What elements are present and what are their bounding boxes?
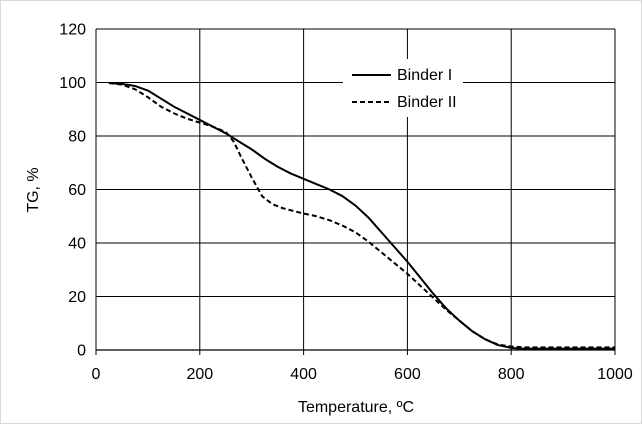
y-tick-label: 120 [59,22,86,39]
y-tick-label: 80 [68,129,86,146]
x-tick-label: 0 [92,366,101,383]
x-tick-label: 1000 [597,366,633,383]
y-axis-label: TG, % [25,167,42,212]
legend-label-binder-ii: Binder II [397,94,457,111]
x-tick-label: 800 [498,366,525,383]
y-tick-label: 20 [68,289,86,306]
series-lines [108,82,615,350]
legend-box [343,59,463,117]
series-line-binder-ii [108,82,615,349]
x-tick-label: 200 [186,366,213,383]
x-tick-label: 400 [290,366,317,383]
y-tick-label: 100 [59,75,86,92]
y-tick-label: 60 [68,182,86,199]
x-tick-label: 600 [394,366,421,383]
legend: Binder I Binder II [343,59,463,117]
legend-label-binder-i: Binder I [397,67,452,84]
y-tick-label: 0 [77,343,86,360]
series-line-binder-i [108,82,615,350]
y-tick-label: 40 [68,236,86,253]
tick-labels: 0 20 40 60 80 100 120 0 200 400 600 800 1000 [59,22,633,384]
x-axis-label: Temperature, ºC [298,399,414,416]
